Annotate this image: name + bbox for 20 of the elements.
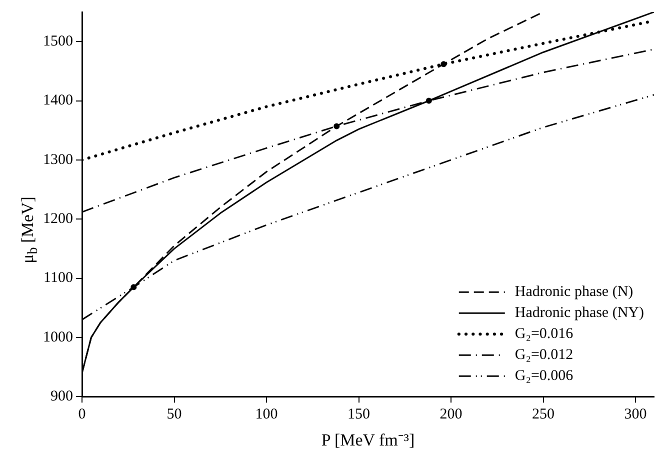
x-axis-title: P [MeV fm⁻³] [321, 430, 415, 450]
legend-label: G₂=0.016 [514, 326, 574, 342]
y-tick-label: 900 [50, 388, 73, 405]
x-tick-label: 150 [348, 406, 370, 423]
x-tick-label: 250 [532, 406, 555, 423]
y-tick-label: 1400 [43, 92, 73, 109]
x-tick-label: 100 [255, 406, 278, 423]
legend-label: Hadronic phase (NY) [514, 305, 644, 322]
y-tick-label: 1300 [43, 152, 73, 168]
legend-label: Hadronic phase (N) [514, 284, 634, 300]
x-tick-label: 200 [440, 406, 462, 423]
x-tick-label: 50 [166, 406, 182, 423]
y-tick-label: 1000 [43, 329, 73, 346]
y-tick-label: 1200 [43, 211, 73, 228]
legend-label: G₂=0.006 [514, 368, 574, 384]
legend-label: G₂=0.012 [514, 347, 574, 364]
x-tick-label: 0 [78, 406, 86, 423]
y-tick-label: 1100 [44, 270, 73, 286]
x-tick-label: 300 [624, 406, 647, 423]
y-tick-label: 1500 [43, 34, 73, 50]
